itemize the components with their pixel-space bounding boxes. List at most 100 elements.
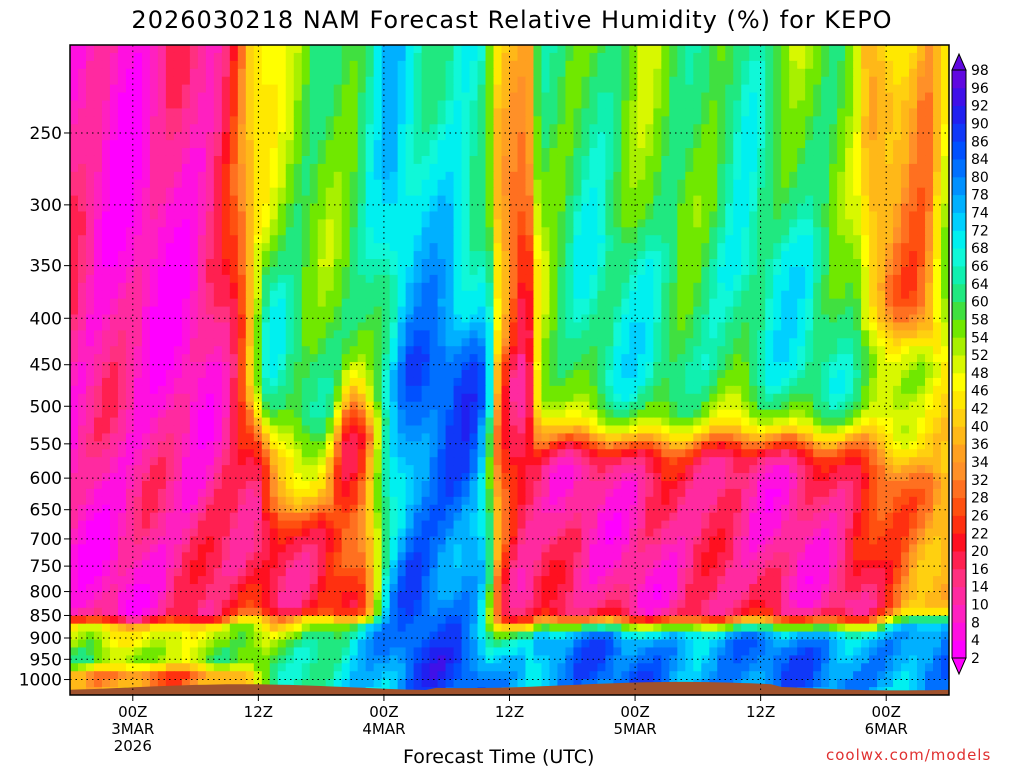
rh-cell (333, 314, 343, 324)
rh-cell (293, 251, 303, 260)
rh-cell (581, 219, 591, 228)
rh-cell (469, 298, 479, 308)
rh-cell (461, 322, 471, 331)
rh-cell (501, 259, 511, 268)
rh-cell (77, 322, 87, 331)
rh-cell (573, 124, 583, 133)
rh-cell (813, 282, 822, 292)
rh-cell (685, 338, 694, 347)
rh-cell (125, 377, 135, 387)
rh-cell (293, 290, 303, 300)
rh-cell (733, 354, 742, 363)
rh-cell (85, 195, 95, 205)
rh-cell (493, 219, 503, 228)
rh-cell (149, 298, 159, 308)
rh-cell (509, 251, 519, 260)
rh-cell (93, 187, 103, 197)
rh-cell (933, 274, 942, 284)
rh-cell (133, 179, 143, 189)
rh-cell (941, 211, 949, 220)
rh-cell (733, 314, 742, 324)
rh-cell (637, 235, 646, 244)
rh-cell (557, 76, 567, 86)
rh-cell (85, 274, 95, 284)
rh-cell (741, 298, 750, 308)
rh-cell (453, 251, 463, 260)
rh-cell (317, 203, 327, 213)
rh-cell (797, 76, 806, 86)
rh-cell (357, 393, 367, 403)
rh-cell (637, 148, 646, 157)
rh-cell (421, 211, 431, 220)
rh-cell (429, 203, 439, 213)
rh-cell (517, 155, 527, 165)
rh-cell (693, 298, 702, 308)
rh-cell (285, 187, 295, 197)
rh-cell (597, 314, 606, 324)
rh-cell (373, 132, 383, 141)
rh-cell (445, 140, 455, 149)
rh-cell (821, 155, 830, 165)
rh-cell (85, 227, 95, 236)
rh-cell (493, 124, 503, 133)
rh-cell (925, 155, 934, 165)
rh-cell (70, 68, 79, 78)
rh-cell (909, 290, 918, 300)
rh-cell (589, 132, 598, 141)
rh-cell (861, 362, 870, 371)
rh-cell (317, 235, 327, 244)
rh-cell (117, 235, 127, 244)
rh-cell (725, 84, 734, 94)
rh-cell (469, 282, 479, 292)
rh-cell (693, 171, 702, 181)
rh-cell (845, 235, 854, 244)
rh-cell (453, 68, 463, 78)
rh-cell (909, 195, 918, 205)
rh-cell (645, 68, 654, 78)
rh-cell (501, 393, 511, 403)
rh-cell (701, 338, 710, 347)
rh-cell (269, 266, 279, 276)
rh-cell (637, 282, 646, 292)
rh-cell (653, 314, 662, 324)
rh-cell (485, 314, 495, 324)
rh-cell (725, 259, 734, 268)
rh-cell (829, 187, 838, 197)
rh-cell (365, 84, 375, 94)
rh-cell (317, 163, 327, 173)
rh-cell (573, 140, 583, 149)
rh-cell (669, 140, 678, 149)
rh-cell (525, 211, 535, 220)
rh-cell (909, 132, 918, 141)
rh-cell (373, 195, 383, 205)
rh-cell (909, 108, 918, 117)
rh-cell (661, 385, 670, 395)
rh-cell (725, 346, 734, 355)
rh-cell (685, 243, 694, 252)
rh-cell (501, 195, 511, 205)
rh-cell (109, 45, 119, 54)
rh-cell (357, 282, 367, 292)
rh-cell (85, 211, 95, 220)
rh-cell (741, 163, 750, 173)
rh-cell (453, 290, 463, 300)
rh-cell (493, 92, 503, 102)
rh-cell (877, 116, 886, 125)
rh-cell (293, 306, 303, 316)
rh-cell (605, 298, 614, 308)
rh-cell (381, 362, 391, 371)
rh-cell (445, 187, 455, 197)
rh-cell (701, 282, 710, 292)
rh-cell (421, 243, 431, 252)
rh-cell (781, 68, 790, 78)
rh-cell (285, 362, 295, 371)
rh-cell (253, 155, 263, 165)
rh-cell (877, 187, 886, 197)
rh-cell (621, 266, 630, 276)
rh-cell (485, 68, 495, 78)
rh-cell (909, 84, 918, 94)
rh-cell (117, 338, 127, 347)
rh-cell (701, 393, 710, 403)
rh-cell (557, 235, 567, 244)
rh-cell (693, 148, 702, 157)
